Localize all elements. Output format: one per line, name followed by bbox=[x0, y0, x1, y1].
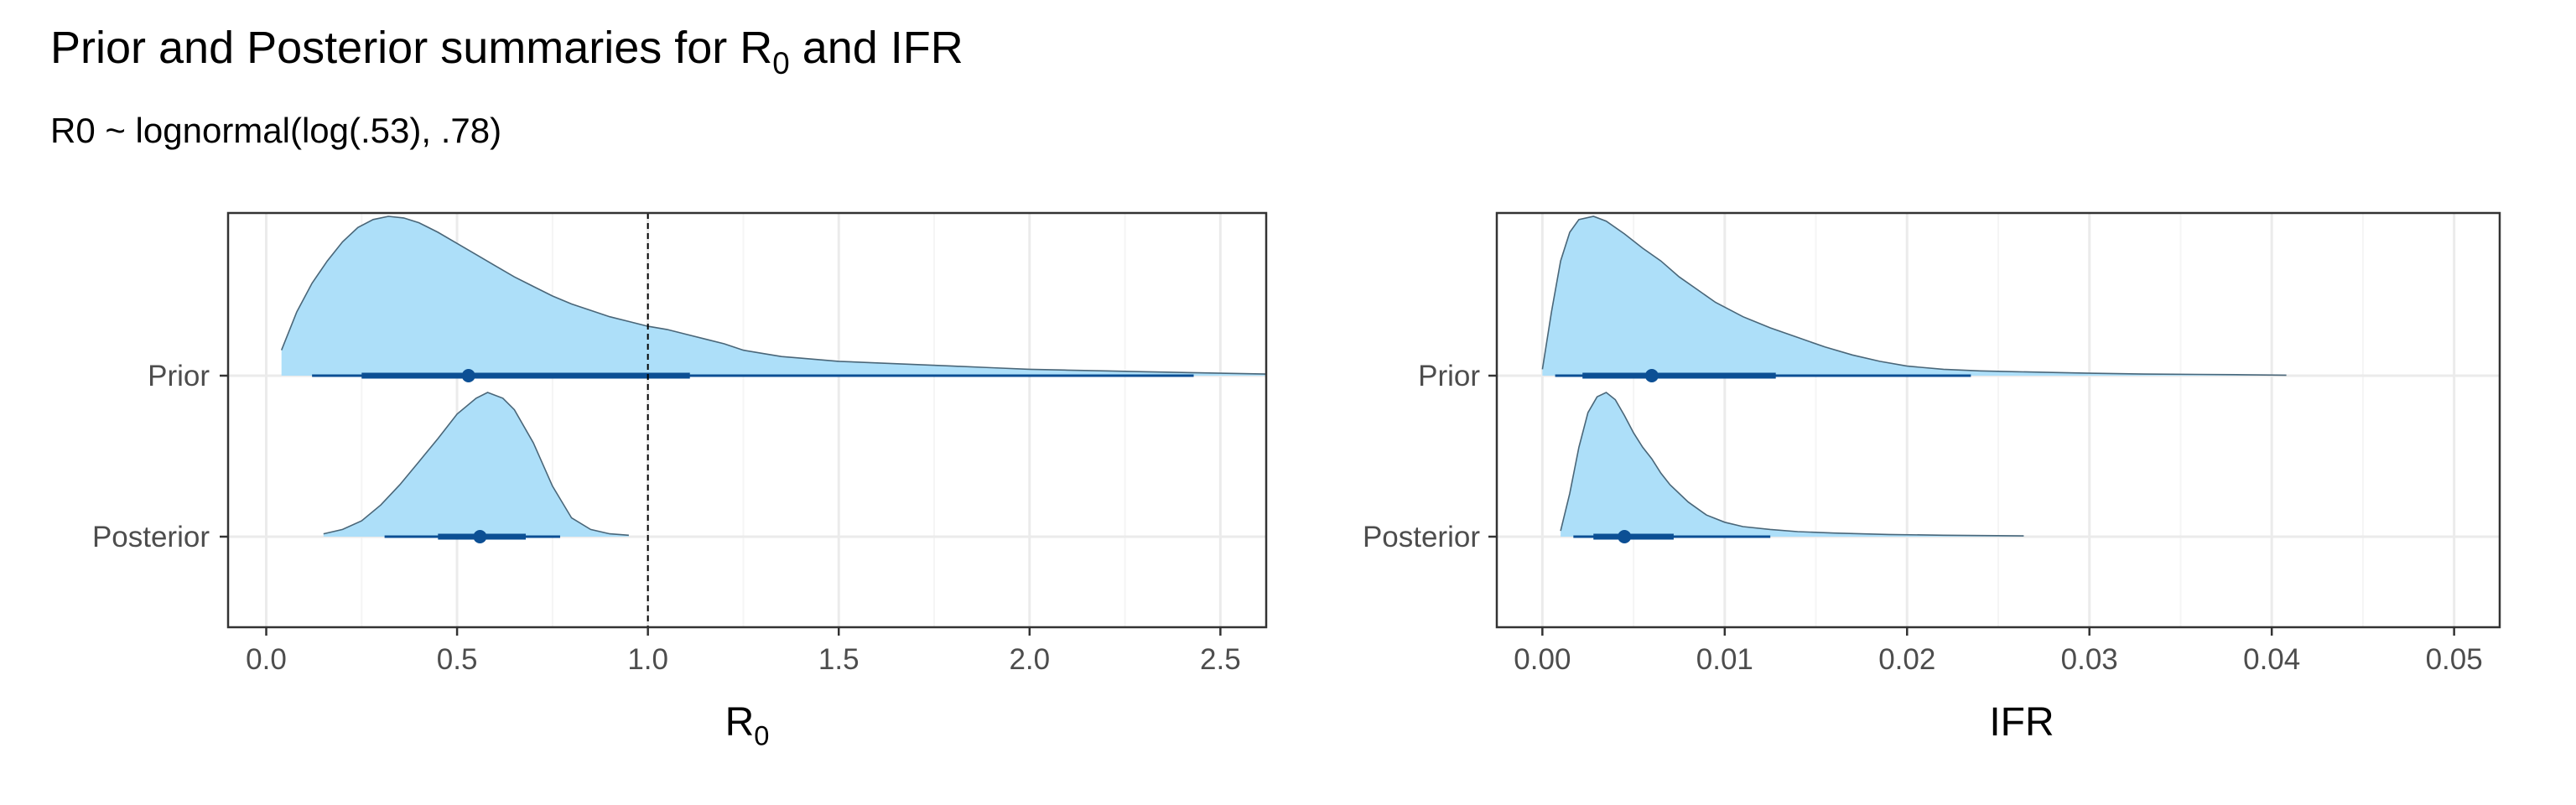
x-tick-label: 2.5 bbox=[1200, 643, 1241, 676]
x-tick-label: 0.00 bbox=[1514, 643, 1571, 676]
x-tick-label: 0.05 bbox=[2426, 643, 2483, 676]
chart-subtitle: R0 ~ lognormal(log(.53), .78) bbox=[50, 111, 502, 150]
density-outline-posterior bbox=[323, 392, 629, 537]
density-outline-prior bbox=[280, 216, 1267, 375]
density-outline-prior bbox=[1541, 216, 2287, 377]
x-tick-label: 0.5 bbox=[437, 643, 478, 676]
x-tick-label: 0.0 bbox=[246, 643, 287, 676]
y-tick-label-posterior: Posterior bbox=[92, 521, 210, 553]
density-posterior bbox=[323, 392, 629, 537]
density-posterior bbox=[1561, 392, 2024, 537]
y-tick-label-posterior: Posterior bbox=[1363, 521, 1480, 553]
x-tick-label: 0.03 bbox=[2061, 643, 2118, 676]
x-tick-label: 0.04 bbox=[2243, 643, 2300, 676]
density-outline-posterior bbox=[1560, 392, 2024, 537]
x-axis-label-ifr: IFR bbox=[1989, 700, 2054, 745]
x-tick-label: 1.5 bbox=[818, 643, 860, 676]
y-tick-label-prior: Prior bbox=[1418, 360, 1480, 392]
panel-border bbox=[1495, 211, 2501, 629]
point-estimate-posterior bbox=[473, 530, 487, 543]
point-estimate-prior bbox=[1644, 369, 1659, 382]
x-tick-label: 2.0 bbox=[1009, 643, 1050, 676]
density-prior bbox=[281, 216, 1267, 376]
point-estimate-prior bbox=[461, 369, 475, 382]
chart-title: Prior and Posterior summaries for R0 and… bbox=[50, 23, 963, 80]
x-tick-label: 0.01 bbox=[1696, 643, 1753, 676]
x-tick-label: 1.0 bbox=[627, 643, 668, 676]
x-tick-label: 0.02 bbox=[1878, 643, 1935, 676]
y-tick-label-prior: Prior bbox=[148, 360, 210, 392]
x-axis-label-r0: R0 bbox=[724, 700, 770, 751]
density-prior bbox=[1542, 216, 2287, 376]
point-estimate-posterior bbox=[1618, 530, 1632, 543]
panel-border bbox=[226, 211, 1268, 629]
